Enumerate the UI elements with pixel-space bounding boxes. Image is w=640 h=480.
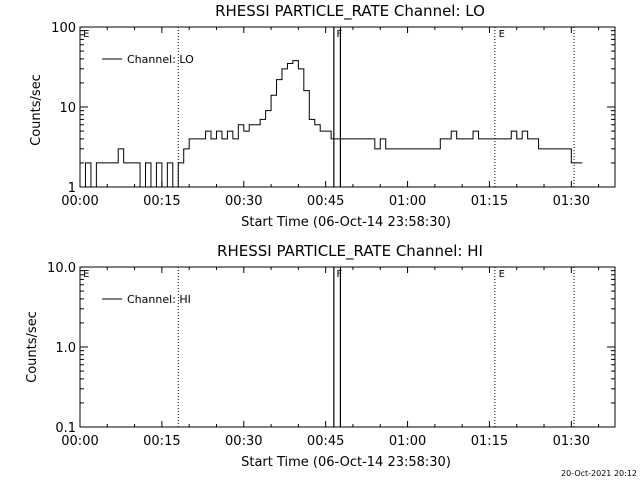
x-tick-label: 01:00 [389, 434, 426, 449]
event-marker-label: F [336, 269, 342, 280]
y-tick-label: 100 [51, 21, 76, 36]
x-tick-label: 01:15 [471, 434, 508, 449]
y-tick-label: 1.0 [55, 341, 76, 356]
x-tick-label: 00:45 [307, 194, 344, 209]
x-tick-label: 00:45 [307, 434, 344, 449]
plot-frame-hi [79, 266, 616, 428]
x-tick-label: 00:15 [143, 194, 180, 209]
x-tick-label: 00:30 [225, 434, 262, 449]
x-tick-label: 01:00 [389, 194, 426, 209]
ticks-hi: 00:00 00:15 00:30 00:45 01:00 01:15 01:30 0.1 1.… [47, 261, 615, 449]
panel-hi: RHESSI PARTICLE_RATE Channel: HI Start T… [25, 242, 616, 470]
event-marker-label: E [499, 269, 505, 280]
x-axis-label-lo: Start Time (06-Oct-14 23:58:30) [241, 215, 451, 230]
timestamp: 20-Oct-2021 20:12 [561, 469, 637, 478]
plot-frame-lo [79, 26, 616, 188]
x-axis-label-hi: Start Time (06-Oct-14 23:58:30) [241, 455, 451, 470]
x-tick-label: 00:30 [225, 194, 262, 209]
y-axis-label-hi: Counts/sec [25, 311, 40, 383]
x-tick-label: 01:15 [471, 194, 508, 209]
y-axis-label-lo: Counts/sec [29, 74, 44, 146]
y-tick-label: 0.1 [55, 421, 76, 436]
event-marker-label: E [83, 269, 89, 280]
chart-title-lo: RHESSI PARTICLE_RATE Channel: LO [215, 2, 485, 21]
ticks-lo: 00:00 00:15 00:30 00:45 01:00 01:15 01:30 1 10 10… [51, 21, 615, 209]
x-tick-label: 01:30 [553, 434, 590, 449]
vertical-lines-lo [177, 27, 575, 187]
x-tick-label: 00:15 [143, 434, 180, 449]
event-marker-label: E [499, 29, 505, 40]
data-series-line [80, 60, 583, 188]
x-tick-label: 01:30 [553, 194, 590, 209]
x-tick-label: 00:00 [61, 434, 98, 449]
vertical-lines-hi [177, 267, 575, 427]
event-marker-label: F [336, 29, 342, 40]
y-tick-label: 1 [68, 181, 76, 196]
legend-label-lo: Channel: LO [127, 53, 194, 66]
panel-lo: RHESSI PARTICLE_RATE Channel: LO Start T… [29, 2, 616, 230]
y-tick-label: 10 [59, 101, 76, 116]
event-marker-label: E [83, 29, 89, 40]
x-tick-label: 00:00 [61, 194, 98, 209]
y-tick-label: 10.0 [47, 261, 76, 276]
legend-label-hi: Channel: HI [127, 293, 191, 306]
chart-title-hi: RHESSI PARTICLE_RATE Channel: HI [217, 242, 483, 261]
series-lo [80, 60, 583, 188]
